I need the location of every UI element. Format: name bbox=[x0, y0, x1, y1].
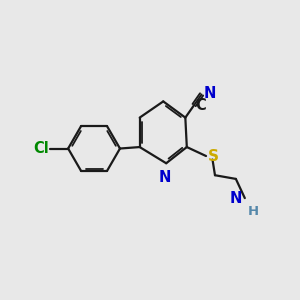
Text: C: C bbox=[196, 98, 206, 113]
Text: N: N bbox=[158, 170, 171, 185]
Text: N: N bbox=[230, 191, 242, 206]
Text: N: N bbox=[204, 86, 216, 101]
Text: Cl: Cl bbox=[33, 141, 49, 156]
Text: S: S bbox=[208, 149, 219, 164]
Text: H: H bbox=[248, 205, 259, 218]
